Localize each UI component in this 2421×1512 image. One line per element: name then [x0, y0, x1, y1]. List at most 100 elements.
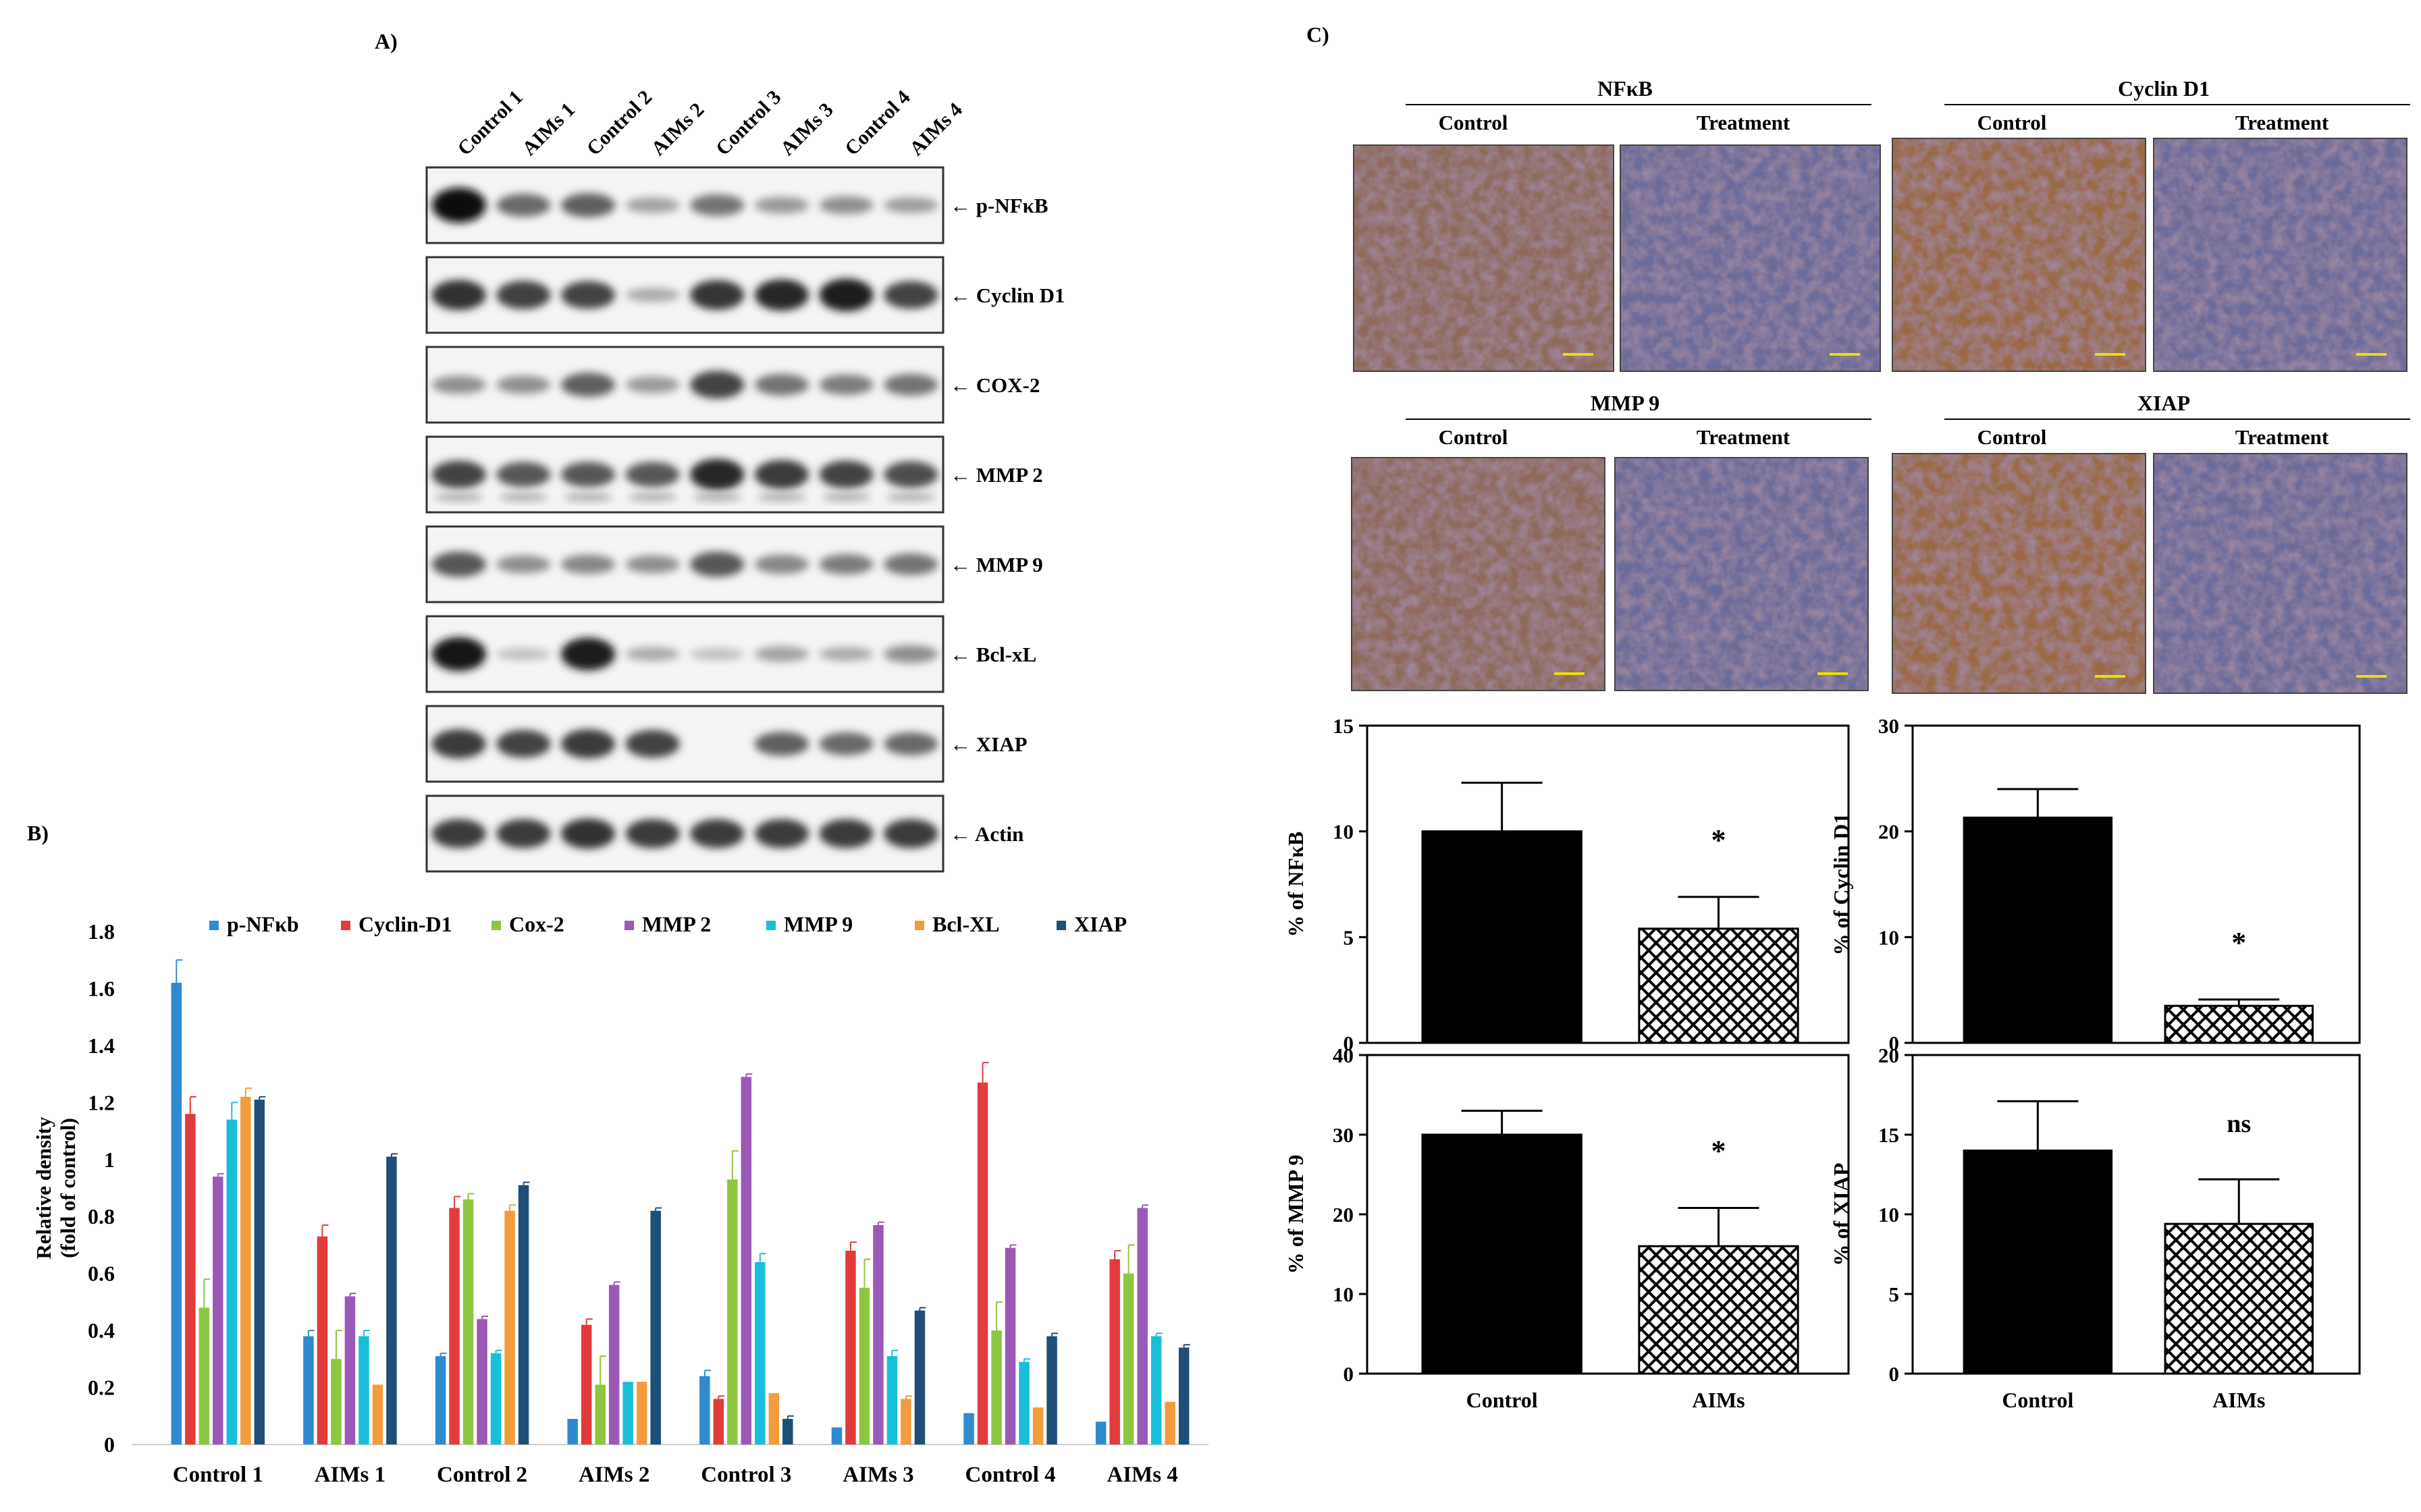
blot-band [692, 493, 742, 502]
blot-lane-label: Control 3 [712, 86, 786, 160]
blot-band [496, 375, 551, 394]
y-axis-label: Relative density [32, 1116, 55, 1259]
relative-density-chart: 0 0.2 0.4 0.6 0.8 1 1.2 1.4 1.6 1.8 Relative densi… [32, 912, 1208, 1487]
significance-label: ns [2227, 1110, 2251, 1138]
legend-label: MMP 2 [642, 912, 711, 936]
bar [1109, 1259, 1120, 1444]
bar [185, 1114, 196, 1444]
blot-band [431, 637, 486, 672]
bar [435, 1356, 446, 1444]
x-tick-label: Control [1466, 1388, 1538, 1412]
legend-label: p-NFκb [227, 912, 299, 936]
blot-band [690, 279, 745, 310]
blot-band [754, 732, 809, 756]
bar [2164, 1004, 2314, 1044]
blot-band [625, 376, 680, 394]
bar [462, 1199, 474, 1444]
blot-band [690, 819, 745, 848]
bar [622, 1382, 633, 1444]
blot-band [496, 555, 551, 574]
bar [1046, 1336, 1057, 1444]
bar [477, 1319, 487, 1444]
ihc-image-border [1620, 144, 1881, 372]
blot-band [822, 493, 871, 502]
bar [755, 1262, 766, 1444]
blot-band [434, 493, 484, 502]
ihc-image [1892, 454, 2146, 693]
blot-band [560, 281, 616, 309]
bar [845, 1250, 856, 1444]
legend-label: XIAP [1074, 912, 1127, 936]
blot-band [563, 493, 613, 502]
bar [914, 1310, 926, 1444]
ihc-marker-title: Cyclin D1 [2118, 76, 2210, 101]
legend-label: Cox-2 [509, 912, 564, 936]
blot-band [884, 553, 938, 576]
blot-band [560, 462, 616, 487]
blot-band [625, 730, 680, 758]
x-tick-label: AIMs [2212, 1388, 2265, 1412]
blot-band [431, 375, 486, 394]
blot-band [819, 460, 874, 489]
y-tick-label: 5 [1343, 925, 1354, 949]
x-tick-label: AIMs 1 [315, 1463, 385, 1487]
ihc-image [2154, 454, 2407, 693]
blot-band [431, 819, 486, 848]
ihc-image-border [2153, 453, 2407, 694]
blot-band [431, 460, 486, 489]
y-tick-label: 15 [1333, 714, 1354, 738]
y-axis-label: % of MMP 9 [1283, 1155, 1308, 1274]
significance-label: * [1711, 824, 1726, 857]
bar [699, 1376, 710, 1444]
y-tick-label: 10 [1878, 925, 1899, 949]
bar [372, 1384, 383, 1444]
bar [213, 1177, 223, 1444]
blot-row-label: ← Actin [950, 822, 1023, 846]
legend-swatch [766, 921, 776, 930]
bar [650, 1210, 661, 1444]
bar [901, 1399, 911, 1444]
bar [331, 1359, 342, 1444]
blot-band [884, 197, 938, 213]
blot-band [625, 819, 680, 848]
bar [595, 1384, 606, 1444]
x-tick-label: AIMs 4 [1107, 1463, 1177, 1487]
y-tick-label: 0 [1343, 1031, 1354, 1055]
blot-band [560, 373, 616, 397]
y-tick-label: 1 [104, 1148, 115, 1172]
blot-lane-label: Control 4 [841, 86, 915, 160]
blot-band [690, 194, 745, 217]
y-axis-label: % of NFκB [1283, 832, 1308, 937]
blot-band [819, 732, 874, 755]
bar [831, 1427, 843, 1444]
bar [1095, 1422, 1107, 1444]
bar [386, 1156, 397, 1444]
bar [303, 1336, 314, 1444]
blot-lane-label: AIMs 3 [776, 99, 838, 160]
bar [504, 1210, 515, 1444]
blot-lane-label: AIMs 1 [518, 99, 579, 160]
y-tick-label: 20 [1878, 1044, 1899, 1067]
panel-label-a: A) [375, 29, 398, 53]
y-tick-label: 30 [1878, 714, 1899, 738]
blot-band [754, 819, 809, 848]
legend-swatch [624, 921, 634, 930]
blot-band [754, 460, 809, 489]
y-tick-label: 0 [1889, 1362, 1900, 1386]
bar [490, 1353, 502, 1444]
bar [358, 1336, 369, 1444]
bar [1019, 1361, 1030, 1444]
bar [727, 1179, 738, 1444]
blot-band [690, 458, 745, 491]
ihc-image-border [1614, 457, 1869, 691]
y-axis-label: % of Cyclin D1 [1829, 813, 1853, 956]
ihc-quantification-charts: 0 5 10 15 % of NFκB * 0 10 20 30 % of Cyclin D1 * 0 1… [1283, 714, 2361, 1412]
ihc-image [1620, 145, 1880, 371]
y-axis-label: % of XIAP [1829, 1163, 1853, 1266]
bar [317, 1236, 328, 1444]
bar [768, 1393, 780, 1444]
blot-band [496, 730, 551, 758]
legend-swatch [209, 921, 219, 930]
